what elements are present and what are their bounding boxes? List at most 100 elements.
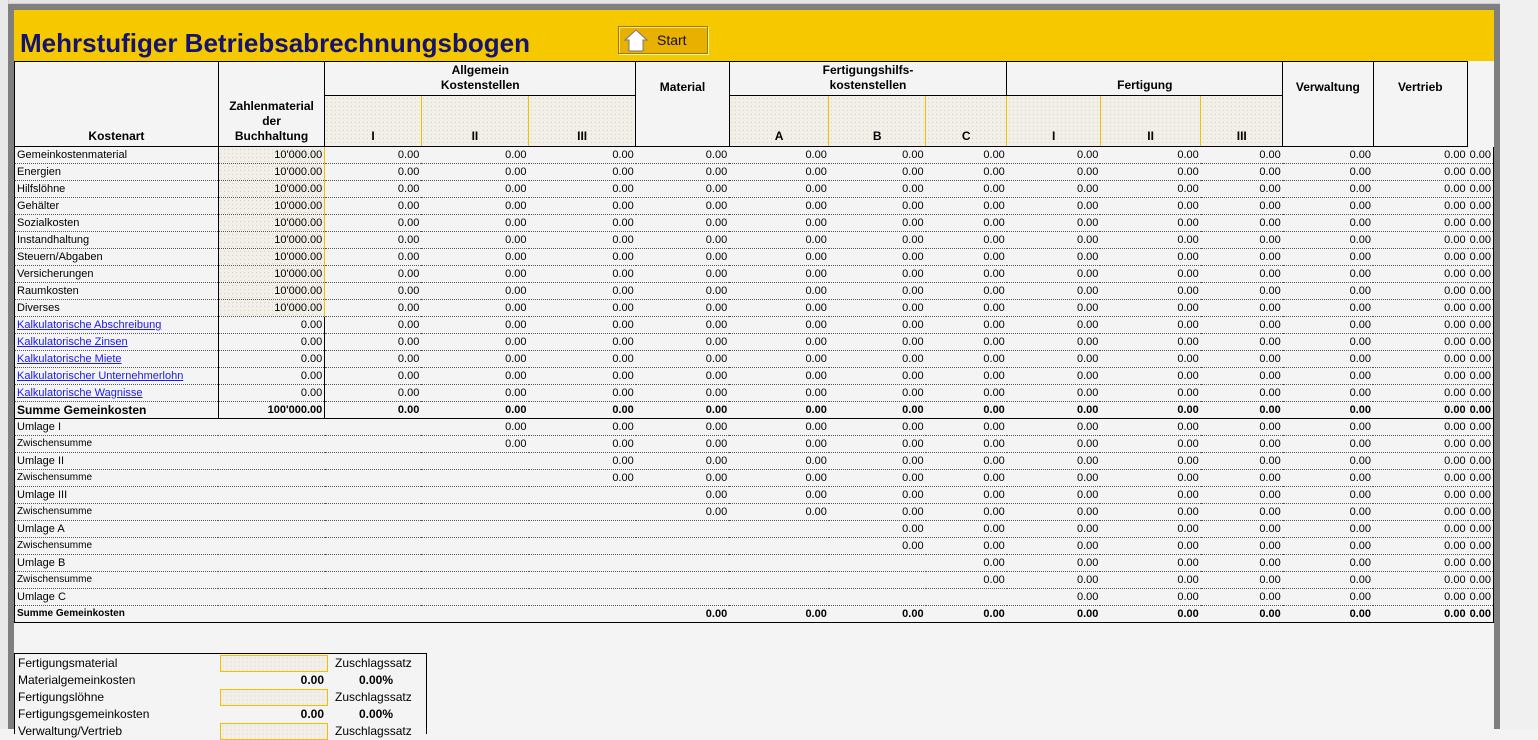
cell-value[interactable]: 0.00: [1200, 265, 1283, 283]
cell-value[interactable]: 0.00: [1467, 503, 1494, 521]
zuschlag-input[interactable]: [220, 689, 328, 706]
cell-value[interactable]: 0.00: [635, 248, 730, 266]
cell-value[interactable]: 0.00: [925, 469, 1007, 487]
cell-value[interactable]: 0.00: [925, 605, 1007, 623]
cell-value[interactable]: 0.00: [421, 367, 529, 385]
cell-value[interactable]: 0.00: [1373, 486, 1468, 504]
cell-value[interactable]: 0.00: [1373, 146, 1468, 164]
cell-value[interactable]: 0.00: [828, 248, 926, 266]
cell-value[interactable]: 0.00: [528, 469, 636, 487]
cell-value[interactable]: 0.00: [729, 197, 829, 215]
cell-value[interactable]: 0.00: [1200, 486, 1283, 504]
cell-value[interactable]: 0.00: [324, 248, 422, 266]
cell-value[interactable]: 0.00: [421, 146, 529, 164]
cell-value[interactable]: 0.00: [1373, 282, 1468, 300]
buchhaltung-input[interactable]: 10'000.00: [217, 282, 326, 300]
cell-value[interactable]: 0.00: [324, 367, 422, 385]
cell-value[interactable]: 0.00: [1373, 571, 1468, 589]
cell-value[interactable]: 0.00: [528, 180, 636, 198]
zuschlag-input[interactable]: [220, 723, 328, 740]
cell-value[interactable]: 0.00: [828, 163, 926, 181]
cell-value[interactable]: 0.00: [635, 197, 730, 215]
cell-value[interactable]: 0.00: [1373, 605, 1468, 623]
cell-value[interactable]: 0.00: [1006, 384, 1101, 402]
cell-value[interactable]: 0.00: [828, 435, 926, 453]
cell-value[interactable]: 0.00: [1373, 588, 1468, 606]
cell-value[interactable]: 0.00: [925, 316, 1007, 334]
start-button[interactable]: Start: [618, 26, 708, 54]
cell-value[interactable]: 0.00: [528, 367, 636, 385]
cell-value[interactable]: 0.00: [925, 214, 1007, 232]
cell-value[interactable]: 0.00: [421, 316, 529, 334]
cell-value[interactable]: 0.00: [1200, 469, 1283, 487]
cell-value[interactable]: 0.00: [635, 435, 730, 453]
cell-value[interactable]: 0.00: [1373, 163, 1468, 181]
cell-value[interactable]: 0.00: [1200, 180, 1283, 198]
cell-value[interactable]: 0.00: [1467, 350, 1494, 368]
cell-value[interactable]: 0.00: [421, 197, 529, 215]
cell-value[interactable]: 0.00: [1006, 282, 1101, 300]
cell-value[interactable]: 0.00: [635, 146, 730, 164]
buchhaltung-input[interactable]: 10'000.00: [217, 180, 326, 198]
cell-value[interactable]: 0.00: [528, 418, 636, 436]
buchhaltung-input[interactable]: 10'000.00: [217, 197, 326, 215]
cell-value[interactable]: 0.00: [1200, 435, 1283, 453]
cell-value[interactable]: 0.00: [1373, 367, 1468, 385]
cell-value[interactable]: 0.00: [1373, 537, 1468, 555]
cell-value[interactable]: 0.00: [1373, 248, 1468, 266]
cell-value[interactable]: 0.00: [635, 605, 730, 623]
cell-value[interactable]: 0.00: [1282, 520, 1374, 538]
cell-value[interactable]: 0.00: [528, 265, 636, 283]
cell-value[interactable]: 0.00: [324, 350, 422, 368]
cell-value[interactable]: 0.00: [1467, 231, 1494, 249]
cell-value[interactable]: 0.00: [1006, 503, 1101, 521]
cell-value[interactable]: 0.00: [1100, 571, 1201, 589]
cell-value[interactable]: 0.00: [1467, 537, 1494, 555]
cell-value[interactable]: 0.00: [828, 452, 926, 470]
cell-value[interactable]: 0.00: [1467, 588, 1494, 606]
buchhaltung-input[interactable]: 10'000.00: [217, 214, 326, 232]
cell-value[interactable]: 0.00: [1467, 605, 1494, 623]
cell-value[interactable]: 0.00: [1282, 486, 1374, 504]
cell-value[interactable]: 0.00: [324, 146, 422, 164]
cell-value[interactable]: 0.00: [421, 350, 529, 368]
cell-value[interactable]: 0.00: [1282, 469, 1374, 487]
cell-value[interactable]: 0.00: [324, 214, 422, 232]
cell-value[interactable]: 0.00: [828, 401, 926, 419]
cell-value[interactable]: 0.00: [1006, 146, 1101, 164]
cell-value[interactable]: 0.00: [925, 350, 1007, 368]
cell-value[interactable]: 0.00: [729, 401, 829, 419]
cell-value[interactable]: 0.00: [1100, 146, 1201, 164]
cell-value[interactable]: 0.00: [828, 333, 926, 351]
cell-value[interactable]: 0.00: [1373, 384, 1468, 402]
cell-value[interactable]: 0.00: [635, 282, 730, 300]
cell-value[interactable]: 0.00: [925, 197, 1007, 215]
cell-value[interactable]: 0.00: [528, 316, 636, 334]
cell-value[interactable]: 0.00: [324, 333, 422, 351]
cell-value[interactable]: 0.00: [1200, 571, 1283, 589]
cell-value[interactable]: 0.00: [1373, 299, 1468, 317]
cell-value[interactable]: 0.00: [925, 299, 1007, 317]
cell-value[interactable]: 0.00: [1282, 265, 1374, 283]
cell-value[interactable]: 0.00: [635, 214, 730, 232]
cell-value[interactable]: 0.00: [1467, 146, 1494, 164]
cell-value[interactable]: 0.00: [528, 435, 636, 453]
cell-value[interactable]: 0.00: [1006, 265, 1101, 283]
cell-value[interactable]: 0.00: [1282, 588, 1374, 606]
cell-value[interactable]: 0.00: [1200, 350, 1283, 368]
cell-value[interactable]: 0.00: [635, 180, 730, 198]
cell-value[interactable]: 0.00: [925, 180, 1007, 198]
cell-value[interactable]: 0.00: [1100, 316, 1201, 334]
cell-value[interactable]: 0.00: [1200, 588, 1283, 606]
cell-value[interactable]: 0.00: [1006, 554, 1101, 572]
cell-value[interactable]: 0.00: [1373, 197, 1468, 215]
cell-value[interactable]: 0.00: [1100, 333, 1201, 351]
cell-value[interactable]: 0.00: [635, 163, 730, 181]
cell-value[interactable]: 0.00: [421, 231, 529, 249]
cell-value[interactable]: 0.00: [1200, 146, 1283, 164]
cell-value[interactable]: 0.00: [925, 231, 1007, 249]
cell-value[interactable]: 0.00: [1282, 299, 1374, 317]
cell-value[interactable]: 0.00: [1100, 282, 1201, 300]
cell-value[interactable]: 0.00: [1006, 367, 1101, 385]
cell-value[interactable]: 0.00: [528, 384, 636, 402]
